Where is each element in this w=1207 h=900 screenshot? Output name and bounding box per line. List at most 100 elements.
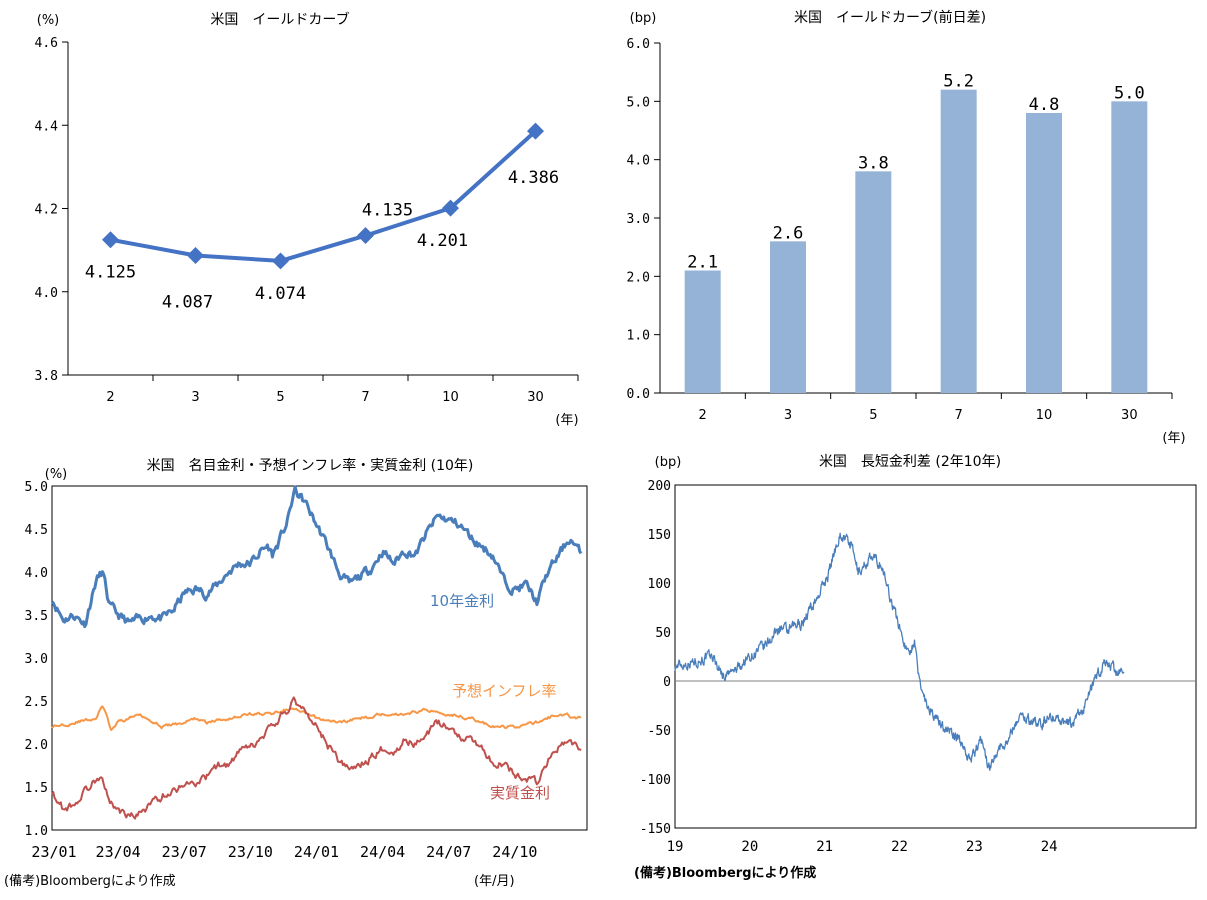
y-axis-unit: (%)	[37, 13, 60, 28]
x-tick-label: 3	[191, 390, 199, 405]
y-axis-unit: (bp)	[655, 455, 682, 470]
x-tick-label: 19	[667, 839, 684, 855]
data-label: 2.6	[773, 223, 804, 243]
y-tick-label: -150	[640, 822, 671, 837]
x-tick-label: 30	[527, 390, 544, 405]
series-line	[50, 485, 583, 629]
y-tick-label: -100	[640, 773, 671, 788]
data-point-marker	[272, 252, 289, 270]
x-tick-label: 24/01	[294, 843, 339, 861]
data-label: 4.386	[508, 168, 559, 188]
y-tick-label: 3.8	[35, 369, 58, 384]
chart-title: 米国 イールドカーブ(前日差)	[794, 9, 986, 26]
y-tick-label: 5.0	[25, 480, 48, 495]
y-tick-label: 200	[648, 479, 671, 494]
series-line	[51, 705, 582, 731]
data-point-marker	[442, 199, 459, 217]
x-tick-label: 10	[442, 390, 459, 405]
y-tick-label: 1.0	[627, 329, 650, 344]
data-label: 2.1	[687, 253, 718, 273]
y-tick-label: 0.0	[627, 387, 650, 402]
y-tick-label: 4.0	[25, 566, 48, 581]
x-tick-label: 23	[966, 839, 983, 855]
plot-frame	[674, 484, 1197, 829]
x-tick-label: 7	[361, 390, 369, 405]
data-label: 3.8	[858, 153, 889, 173]
x-tick-label: 5	[276, 390, 284, 405]
x-tick-label: 2	[699, 408, 707, 423]
bar	[855, 171, 892, 393]
y-tick-label: -50	[648, 724, 671, 739]
y-tick-label: 50	[655, 626, 671, 641]
x-tick-label: 20	[741, 839, 758, 855]
x-tick-label: 7	[955, 408, 963, 423]
x-axis-unit-real-rates: (年/月)	[474, 874, 515, 889]
yield-curve-chart: 米国 イールドカーブ (%) (年) 3.8 4.0 4.2 4.4 4.6 2 4.125…	[35, 11, 579, 428]
x-tick-label: 24/07	[426, 843, 471, 861]
y-tick-label: 2.0	[627, 270, 650, 285]
data-label: 5.2	[943, 72, 974, 92]
data-point-marker	[357, 227, 374, 245]
term-spread-chart: 米国 長短金利差 (2年10年) (bp) -150 -100 -50 0 50 100 1…	[640, 454, 1197, 855]
data-point-marker	[102, 231, 119, 249]
source-note-right: (備考)Bloombergにより作成	[634, 866, 817, 881]
y-tick-label: 100	[648, 577, 671, 592]
series-label: 実質金利	[490, 784, 550, 802]
y-tick-label: 150	[648, 528, 671, 543]
data-point-marker	[187, 247, 204, 265]
spread-line	[674, 532, 1125, 771]
data-point-marker	[527, 122, 544, 140]
y-tick-label: 4.4	[35, 119, 59, 134]
y-tick-label: 4.5	[25, 523, 48, 538]
x-axis-unit: (年)	[1162, 431, 1185, 446]
chart-title: 米国 名目金利・予想インフレ率・実質金利 (10年)	[147, 457, 474, 474]
x-tick-label: 22	[891, 839, 908, 855]
x-tick-label: 24/04	[360, 843, 405, 861]
data-label: 5.0	[1114, 83, 1145, 103]
bar	[1026, 113, 1062, 393]
y-tick-label: 3.5	[25, 609, 48, 624]
y-tick-label: 4.2	[35, 203, 58, 218]
x-tick-label: 10	[1036, 408, 1053, 423]
x-tick-label: 23/10	[228, 843, 273, 861]
data-label: 4.135	[362, 201, 413, 221]
bar	[940, 89, 977, 394]
y-tick-label: 2.0	[25, 738, 48, 753]
data-label: 4.201	[417, 231, 468, 251]
bar	[770, 241, 806, 393]
yield-curve-line	[110, 129, 537, 263]
plot-frame	[51, 485, 588, 831]
x-tick-label: 2	[106, 390, 114, 405]
x-tick-label: 3	[784, 408, 792, 423]
y-axis-unit: (%)	[45, 467, 68, 482]
x-tick-label: 23/07	[162, 843, 207, 861]
x-tick-label: 21	[816, 839, 833, 855]
data-label: 4.125	[85, 263, 136, 283]
series-label: 10年金利	[430, 592, 494, 610]
x-tick-label: 5	[869, 408, 877, 423]
bar	[684, 270, 721, 393]
y-tick-label: 1.5	[25, 781, 48, 796]
chart-title: 米国 長短金利差 (2年10年)	[819, 454, 1001, 470]
x-tick-label: 23/01	[31, 843, 76, 861]
y-tick-label: 1.0	[25, 824, 48, 839]
y-tick-label: 4.6	[35, 36, 58, 51]
y-axis-unit: (bp)	[630, 11, 657, 26]
x-tick-label: 24	[1041, 839, 1058, 855]
data-label: 4.074	[255, 284, 306, 304]
y-tick-label: 6.0	[627, 37, 650, 52]
series-line	[51, 696, 582, 820]
x-tick-label: 30	[1121, 408, 1138, 423]
real-rates-chart: 米国 名目金利・予想インフレ率・実質金利 (10年) (%) 1.0 1.5 2.0…	[25, 457, 588, 861]
y-tick-label: 3.0	[627, 212, 650, 227]
y-tick-label: 4.0	[35, 286, 58, 301]
series-label: 予想インフレ率	[452, 682, 557, 700]
y-tick-label: 0	[663, 675, 671, 690]
yield-change-chart: 米国 イールドカーブ(前日差) (bp) (年) 0.0 1.0 2.0 3.0 4.0…	[627, 9, 1186, 446]
data-label: 4.8	[1029, 95, 1060, 115]
data-label: 4.087	[162, 293, 213, 313]
y-tick-label: 2.5	[25, 695, 48, 710]
x-axis-unit: (年)	[555, 413, 578, 428]
y-tick-label: 4.0	[627, 154, 650, 169]
y-tick-label: 3.0	[25, 652, 48, 667]
